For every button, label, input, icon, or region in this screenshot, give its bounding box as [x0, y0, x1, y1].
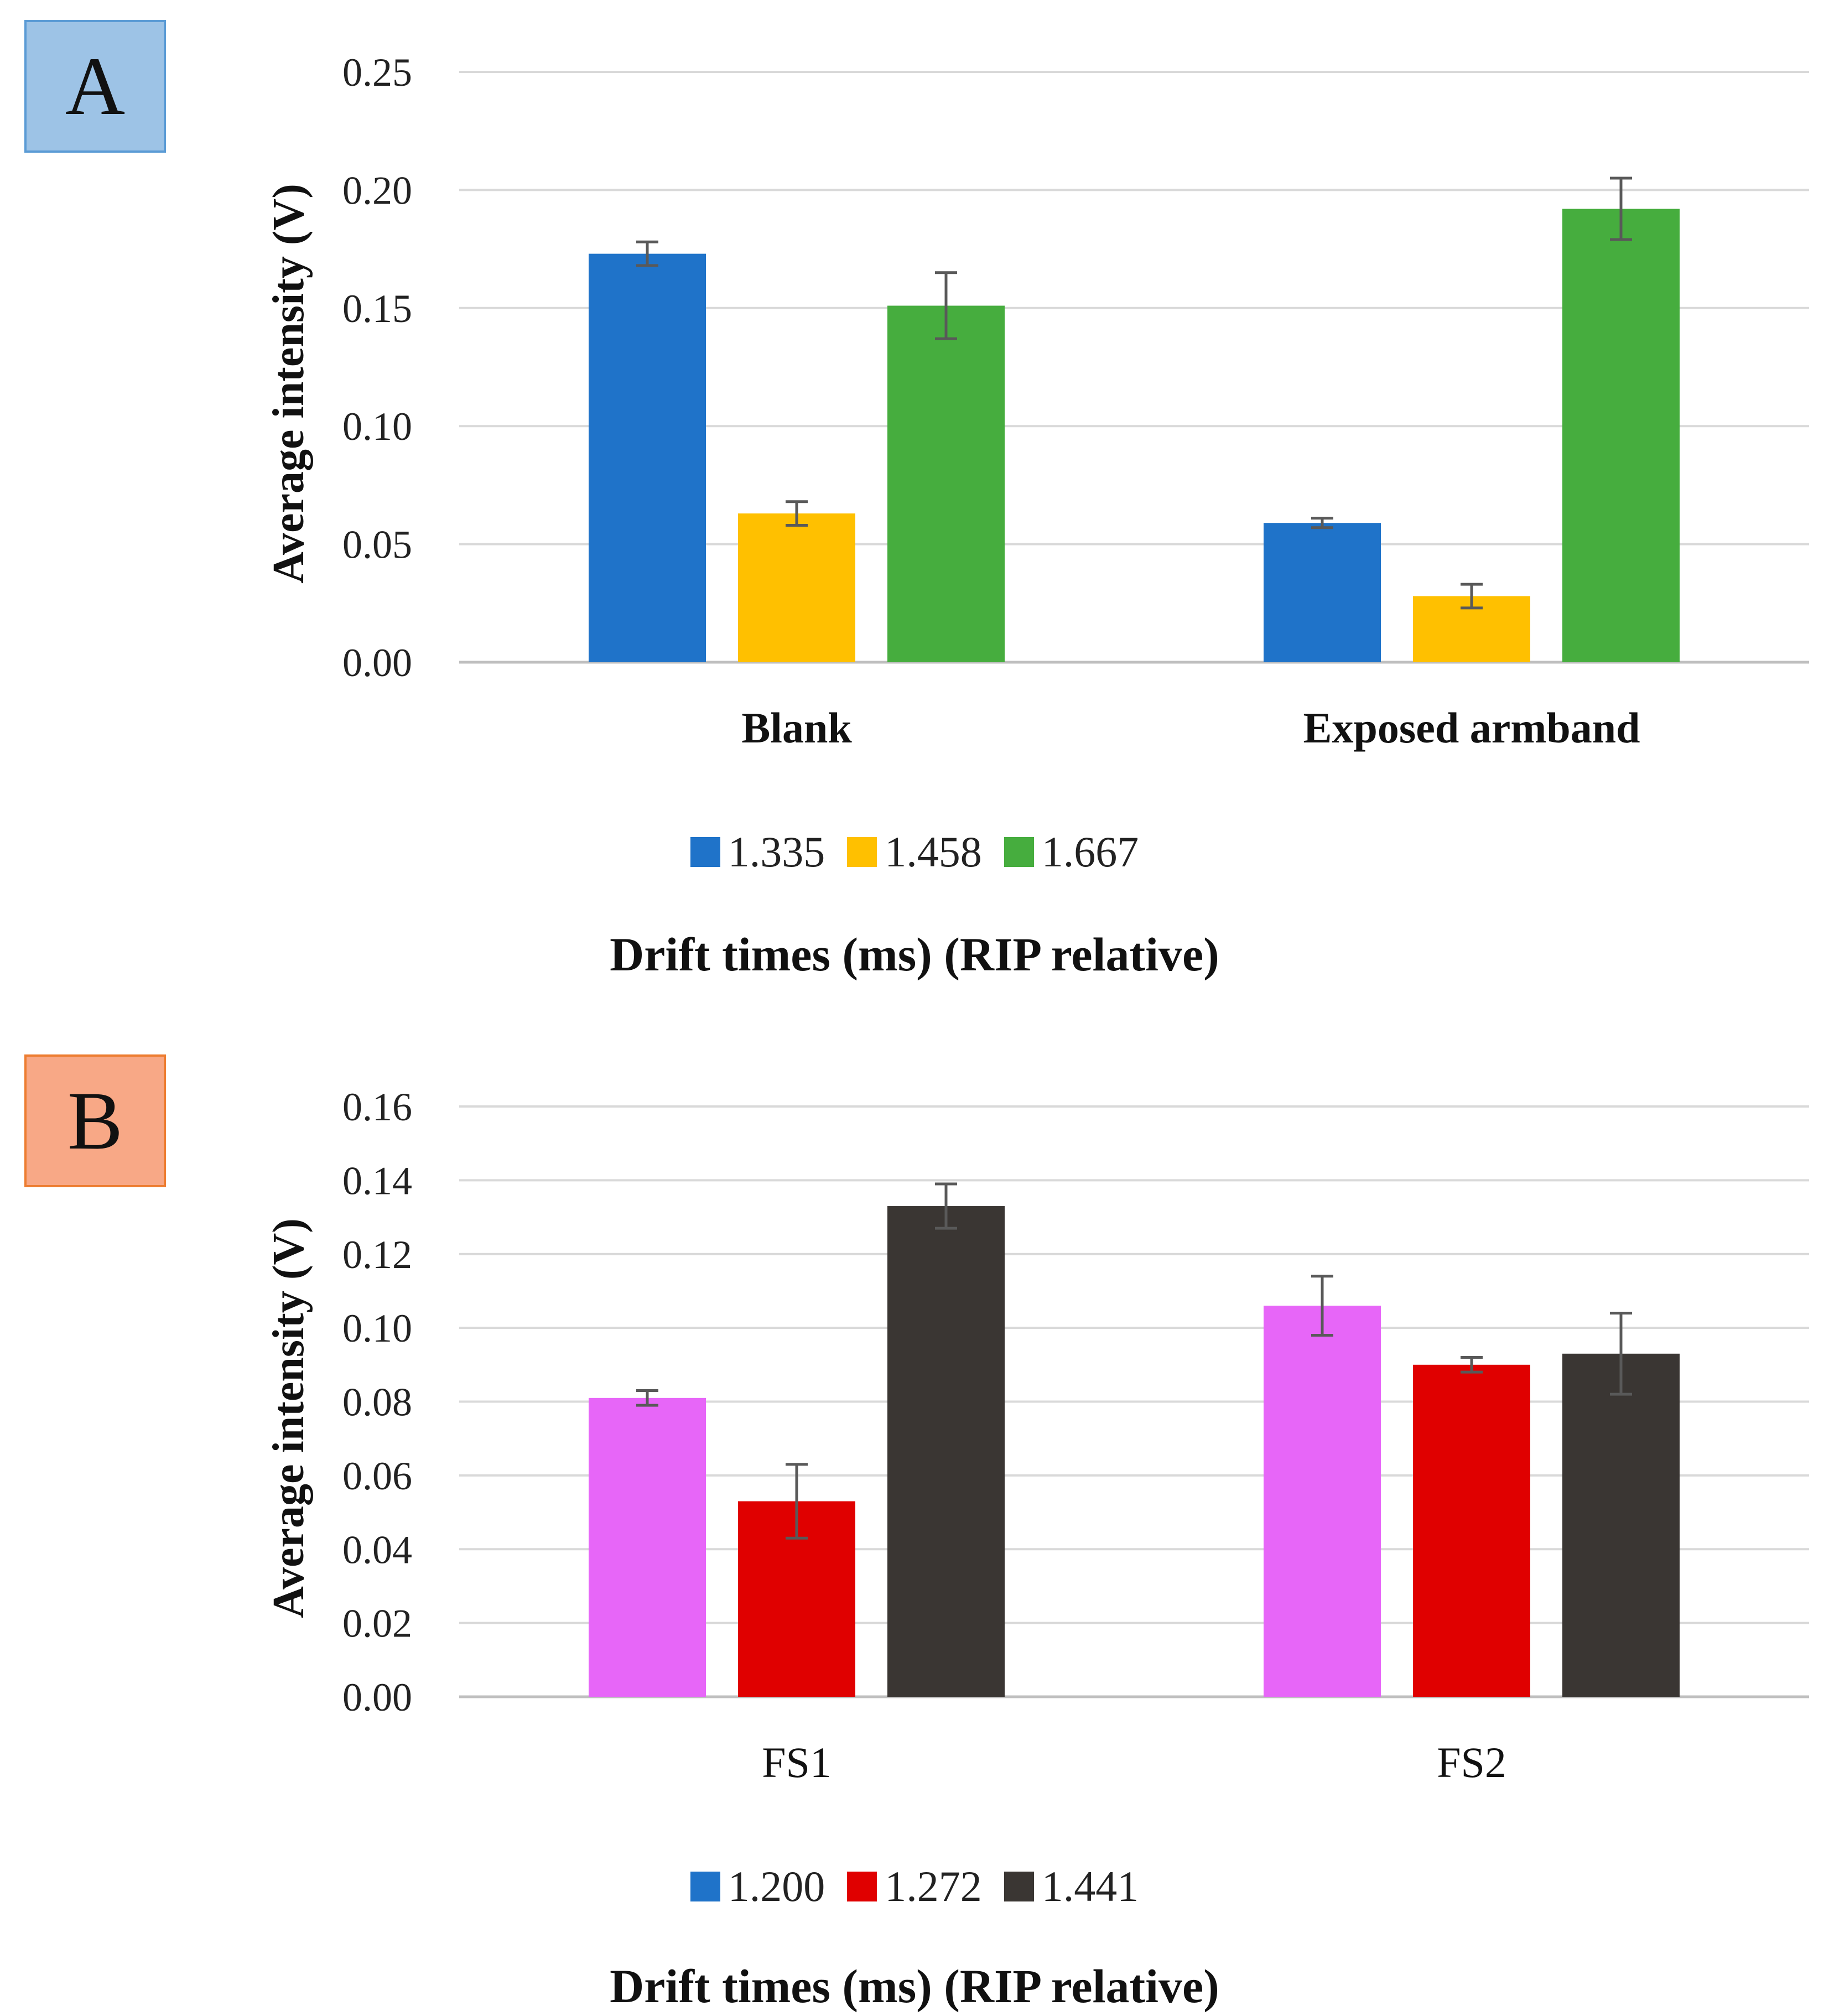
y-tick-label-a-5: 0.25 [342, 50, 412, 95]
y-tick-label-a-1: 0.05 [342, 523, 412, 567]
bar-a-1-2 [1562, 209, 1680, 662]
legend-swatch-a-2 [1004, 837, 1034, 867]
legend-label-b-1: 1.272 [885, 1862, 982, 1910]
legend-a: 1.335 1.458 1.667 [0, 827, 1829, 877]
bar-b-0-2 [887, 1206, 1005, 1697]
y-tick-label-a-2: 0.10 [342, 404, 412, 449]
legend-label-b-2: 1.441 [1041, 1862, 1139, 1910]
y-tick-label-b-7: 0.14 [342, 1158, 412, 1203]
x-category-label-b-1: FS2 [1437, 1738, 1506, 1786]
legend-item-a-0: 1.335 [690, 827, 825, 877]
legend-swatch-b-0 [690, 1872, 720, 1901]
y-tick-label-b-1: 0.02 [342, 1602, 412, 1646]
bar-b-1-2 [1562, 1353, 1680, 1697]
y-tick-label-b-8: 0.16 [342, 1085, 412, 1129]
y-tick-label-b-4: 0.08 [342, 1380, 412, 1425]
x-category-label-b-0: FS1 [762, 1738, 832, 1786]
y-axis-title-b: Average intensity (V) [264, 1218, 313, 1618]
y-axis-title-a: Average intensity (V) [264, 184, 313, 584]
y-tick-label-b-3: 0.06 [342, 1454, 412, 1498]
chart-b: 0.00 0.02 0.04 0.06 0.08 0.10 0.12 0.14 0.16 Aver… [264, 1085, 1809, 1786]
legend-label-a-1: 1.458 [885, 828, 982, 876]
x-axis-title-b: Drift times (ms) (RIP relative) [610, 1960, 1219, 2013]
bar-a-0-1 [738, 513, 855, 662]
legend-label-a-0: 1.335 [728, 828, 825, 876]
y-tick-label-a-0: 0.00 [342, 641, 412, 685]
bar-b-1-0 [1264, 1306, 1381, 1697]
legend-item-a-1: 1.458 [847, 827, 982, 877]
y-tick-label-b-0: 0.00 [342, 1675, 412, 1719]
panel-label-b: B [24, 1054, 166, 1187]
bar-a-1-0 [1264, 523, 1381, 662]
y-tick-label-a-3: 0.15 [342, 287, 412, 331]
legend-item-b-2: 1.441 [1004, 1862, 1139, 1911]
legend-item-b-1: 1.272 [847, 1862, 982, 1911]
panel-a: A 0.00 0.05 0.10 0.15 0.20 0.25 Average intens… [0, 0, 1829, 996]
legend-swatch-a-1 [847, 837, 877, 867]
legend-b: 1.200 1.272 1.441 [0, 1862, 1829, 1911]
x-category-label-a-0: Blank [741, 704, 852, 752]
legend-swatch-b-2 [1004, 1872, 1034, 1901]
bar-b-1-1 [1413, 1364, 1530, 1697]
x-axis-title-a: Drift times (ms) (RIP relative) [610, 928, 1219, 981]
chart-a: 0.00 0.05 0.10 0.15 0.20 0.25 Average intensit… [264, 50, 1809, 752]
bar-b-0-0 [589, 1397, 706, 1697]
x-category-label-a-1: Exposed armband [1303, 704, 1640, 752]
y-tick-label-b-6: 0.12 [342, 1233, 412, 1277]
panel-b: B 0.00 0.02 0.04 0.06 0.08 0.10 0.12 0.14 0.16 Av… [0, 1035, 1829, 2016]
legend-item-b-0: 1.200 [690, 1862, 825, 1911]
legend-swatch-b-1 [847, 1872, 877, 1901]
bar-a-0-0 [589, 253, 706, 662]
legend-swatch-a-0 [690, 837, 720, 867]
legend-item-a-2: 1.667 [1004, 827, 1139, 877]
panel-label-a: A [24, 20, 166, 153]
legend-label-b-0: 1.200 [728, 1862, 825, 1910]
legend-label-a-2: 1.667 [1041, 828, 1139, 876]
y-tick-label-a-4: 0.20 [342, 168, 412, 212]
y-tick-label-b-5: 0.10 [342, 1306, 412, 1350]
bar-a-0-2 [887, 305, 1005, 662]
y-tick-label-b-2: 0.04 [342, 1527, 412, 1572]
